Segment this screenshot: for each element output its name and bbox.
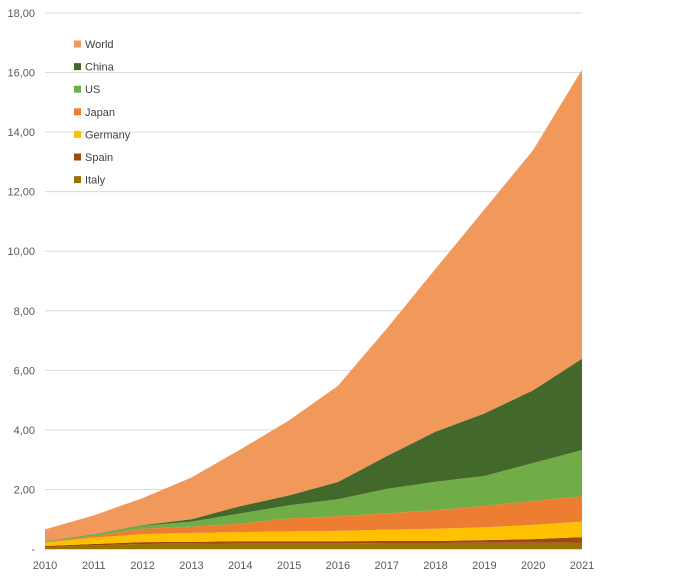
x-tick-label: 2011	[82, 560, 106, 572]
y-tick-label: 2,00	[14, 484, 35, 496]
area-china	[45, 358, 582, 541]
area-us	[45, 450, 582, 542]
x-tick-label: 2019	[472, 560, 496, 572]
y-tick-label: 6,00	[14, 365, 35, 377]
area-germany	[45, 521, 582, 547]
area-world	[45, 69, 582, 541]
legend-label-us: US	[85, 84, 100, 96]
y-tick-label: 16,00	[7, 68, 35, 80]
area-spain	[45, 537, 582, 548]
legend-swatch-italy	[74, 176, 81, 184]
legend-swatch-spain	[74, 153, 81, 161]
x-axis-ticks: 2010 2011 2012 2013 2014 2015 2016 2017 2018 2019…	[33, 560, 594, 572]
x-tick-label: 2017	[374, 560, 398, 572]
area-italy	[45, 542, 582, 549]
legend-swatch-japan	[74, 108, 81, 116]
x-tick-label: 2015	[277, 560, 301, 572]
legend-swatch-us	[74, 85, 81, 93]
x-tick-label: 2014	[228, 560, 252, 572]
legend-label-world: World	[85, 39, 114, 51]
legend-swatch-world	[74, 40, 81, 48]
area-japan	[45, 496, 582, 543]
gridlines	[45, 12, 582, 490]
legend-label-china: China	[85, 62, 115, 74]
y-tick-label: 18,00	[7, 8, 35, 20]
legend-label-italy: Italy	[85, 175, 106, 187]
x-tick-label: 2012	[130, 560, 154, 572]
y-tick-label: -	[31, 544, 35, 556]
legend-swatch-germany	[74, 130, 81, 138]
y-tick-label: 10,00	[7, 246, 35, 258]
legend-label-japan: Japan	[85, 107, 115, 119]
area-series	[45, 69, 582, 549]
x-tick-label: 2016	[326, 560, 350, 572]
legend-label-spain: Spain	[85, 152, 113, 164]
x-tick-label: 2013	[179, 560, 203, 572]
x-tick-label: 2021	[570, 560, 594, 572]
y-tick-label: 14,00	[7, 127, 35, 139]
legend: World China US Japan Germany Spain Italy	[74, 39, 131, 187]
y-tick-label: 8,00	[14, 306, 35, 318]
y-tick-label: 4,00	[14, 425, 35, 437]
legend-label-germany: Germany	[85, 129, 131, 141]
x-tick-label: 2018	[423, 560, 447, 572]
legend-swatch-china	[74, 63, 81, 71]
x-tick-label: 2020	[521, 560, 545, 572]
y-axis-ticks: - 2,00 4,00 6,00 8,00 10,00 12,00 14,00 16,00 18,…	[7, 8, 35, 556]
x-tick-label: 2010	[33, 560, 57, 572]
y-tick-label: 12,00	[7, 187, 35, 199]
